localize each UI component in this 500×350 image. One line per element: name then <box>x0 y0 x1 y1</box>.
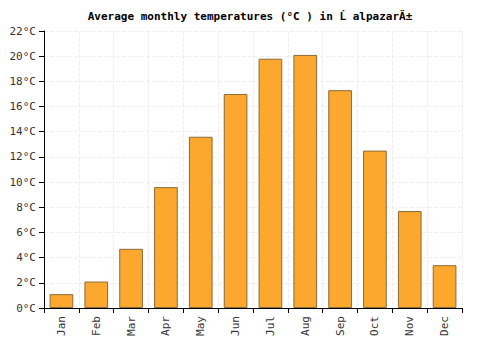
svg-text:Average monthly temperatures (: Average monthly temperatures (°C ) in Ĺ … <box>88 9 413 23</box>
svg-text:Oct: Oct <box>368 316 381 336</box>
svg-text:14°C: 14°C <box>10 125 37 138</box>
svg-text:Sep: Sep <box>334 316 347 336</box>
svg-text:12°C: 12°C <box>10 150 37 163</box>
svg-text:4°C: 4°C <box>16 251 36 264</box>
svg-text:Jun: Jun <box>229 316 242 336</box>
svg-text:8°C: 8°C <box>16 201 36 214</box>
svg-text:Jan: Jan <box>55 316 68 336</box>
svg-text:16°C: 16°C <box>10 100 37 113</box>
svg-text:Apr: Apr <box>159 316 172 336</box>
svg-text:6°C: 6°C <box>16 226 36 239</box>
svg-text:Nov: Nov <box>403 316 416 336</box>
svg-text:2°C: 2°C <box>16 276 36 289</box>
svg-text:Feb: Feb <box>90 316 103 336</box>
svg-text:May: May <box>194 316 207 336</box>
svg-text:22°C: 22°C <box>10 25 37 38</box>
svg-text:Dec: Dec <box>438 316 451 336</box>
svg-text:Mar: Mar <box>125 316 138 336</box>
svg-text:18°C: 18°C <box>10 75 37 88</box>
svg-text:0°C: 0°C <box>16 302 36 315</box>
svg-text:20°C: 20°C <box>10 50 37 63</box>
svg-text:10°C: 10°C <box>10 176 37 189</box>
svg-text:Jul: Jul <box>264 316 277 336</box>
svg-text:Aug: Aug <box>299 316 312 336</box>
